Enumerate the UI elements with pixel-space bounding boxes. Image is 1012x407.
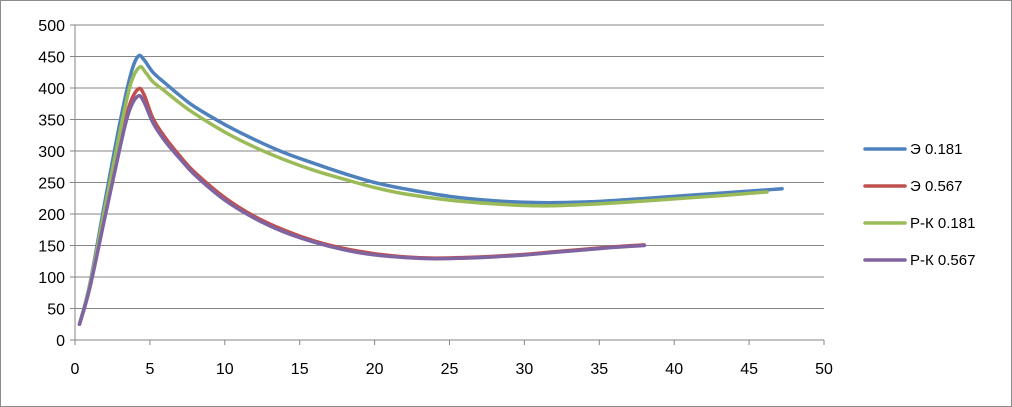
x-tick-label: 35 bbox=[590, 361, 608, 378]
x-tick-label: 15 bbox=[291, 361, 309, 378]
x-tick-label: 0 bbox=[71, 361, 80, 378]
y-tick-label: 250 bbox=[38, 176, 65, 193]
x-tick-label: 40 bbox=[665, 361, 683, 378]
legend-label-3: Р-К 0.567 bbox=[910, 252, 975, 269]
y-tick-label: 450 bbox=[38, 50, 65, 67]
gridlines bbox=[75, 24, 824, 309]
y-tick-label: 500 bbox=[38, 18, 65, 35]
series-line-3 bbox=[77, 93, 646, 326]
axes bbox=[70, 24, 825, 345]
legend-label-0: Э 0.181 bbox=[910, 141, 963, 158]
series-line-0 bbox=[77, 53, 784, 326]
x-tick-label: 45 bbox=[740, 361, 758, 378]
x-tick-label: 20 bbox=[366, 361, 384, 378]
x-tick-label: 50 bbox=[815, 361, 833, 378]
y-tick-label: 200 bbox=[38, 207, 65, 224]
y-tick-label: 350 bbox=[38, 113, 65, 130]
y-tick-label: 150 bbox=[38, 239, 65, 256]
x-tick-label: 5 bbox=[145, 361, 154, 378]
x-tick-labels: 0 5 10 15 20 25 30 35 40 45 50 bbox=[71, 361, 833, 378]
series-lines bbox=[77, 53, 784, 326]
x-tick-label: 30 bbox=[516, 361, 534, 378]
x-tick-label: 25 bbox=[441, 361, 459, 378]
legend-label-1: Э 0.567 bbox=[910, 178, 963, 195]
y-tick-label: 50 bbox=[47, 302, 65, 319]
legend: Э 0.181 Э 0.567 Р-К 0.181 Р-К 0.567 bbox=[863, 141, 975, 269]
legend-label-2: Р-К 0.181 bbox=[910, 215, 975, 232]
y-tick-labels: 0 50 100 150 200 250 300 350 400 450 500 bbox=[38, 18, 65, 350]
y-tick-label: 100 bbox=[38, 270, 65, 287]
x-tick-label: 10 bbox=[216, 361, 234, 378]
y-tick-label: 0 bbox=[56, 333, 65, 350]
y-tick-label: 400 bbox=[38, 81, 65, 98]
y-tick-label: 300 bbox=[38, 144, 65, 161]
series-line-2 bbox=[77, 64, 769, 326]
